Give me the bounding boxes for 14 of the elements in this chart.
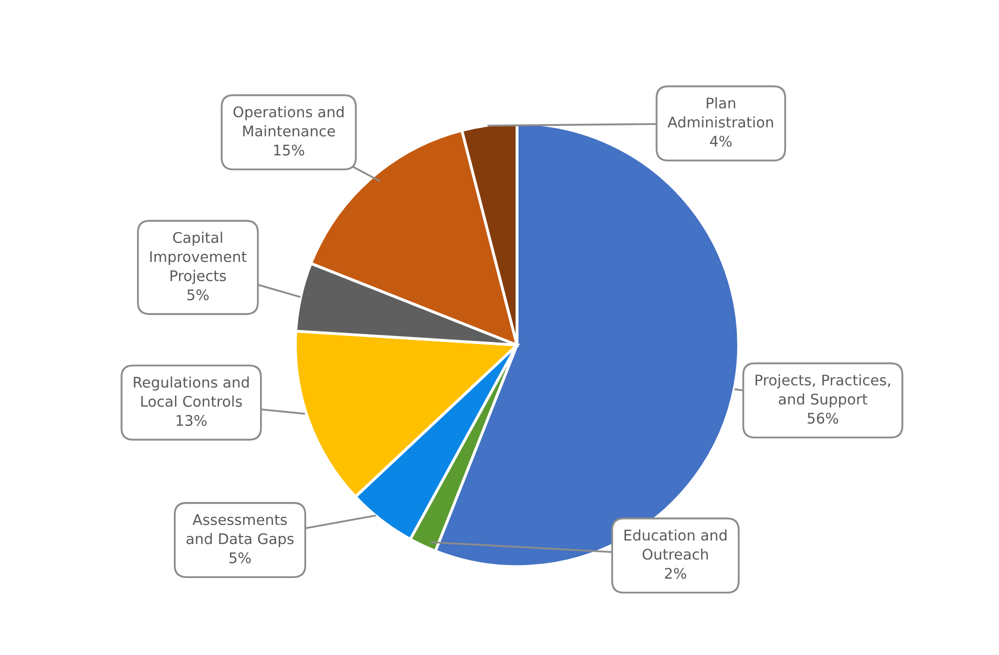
- data-label: 56%: [808, 412, 838, 424]
- slice-label: Operations and Maintenance: [233, 106, 344, 136]
- slice-label: Capital Improvement Projects: [150, 232, 247, 284]
- data-label: 4%: [710, 136, 732, 147]
- slice-label: Education and Outreach: [624, 529, 726, 560]
- slice-label: Regulations and Local Controls: [134, 376, 249, 407]
- data-label: 5%: [230, 552, 251, 564]
- data-label: 13%: [176, 414, 207, 426]
- data-label: 2%: [664, 568, 686, 579]
- slice-label: Assessments and Data Gaps: [186, 514, 294, 548]
- data-label: 15%: [274, 144, 304, 156]
- slice-label: Plan Administration: [668, 97, 773, 128]
- data-label: 5%: [187, 289, 209, 300]
- slice-label: Projects, Practices, and Support: [756, 374, 890, 408]
